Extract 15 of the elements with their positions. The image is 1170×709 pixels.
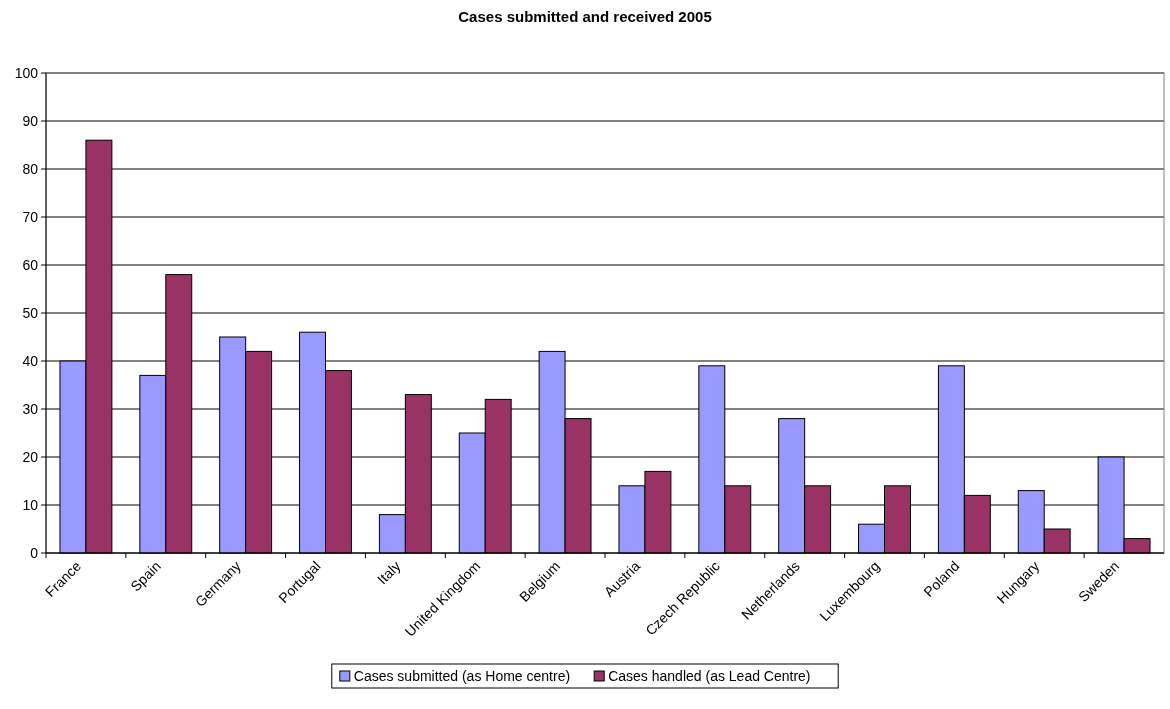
legend-label: Cases submitted (as Home centre): [353, 667, 571, 684]
y-tick-label: 0: [30, 544, 39, 561]
y-tick-label: 50: [22, 304, 39, 321]
chart-title: Cases submitted and received 2005: [458, 8, 712, 25]
x-tick-label: Italy: [374, 557, 404, 588]
y-tick-label: 80: [22, 160, 39, 177]
y-tick-label: 70: [22, 208, 39, 225]
y-tick-label: 60: [22, 256, 39, 273]
y-tick-label: 10: [22, 496, 39, 513]
legend-label: Cases handled (as Lead Centre): [608, 667, 811, 684]
y-tick-label: 20: [22, 448, 39, 465]
y-tick-label: 100: [14, 64, 39, 81]
y-tick-label: 30: [22, 400, 39, 417]
y-tick-label: 40: [22, 352, 39, 369]
y-tick-label: 90: [22, 112, 39, 129]
